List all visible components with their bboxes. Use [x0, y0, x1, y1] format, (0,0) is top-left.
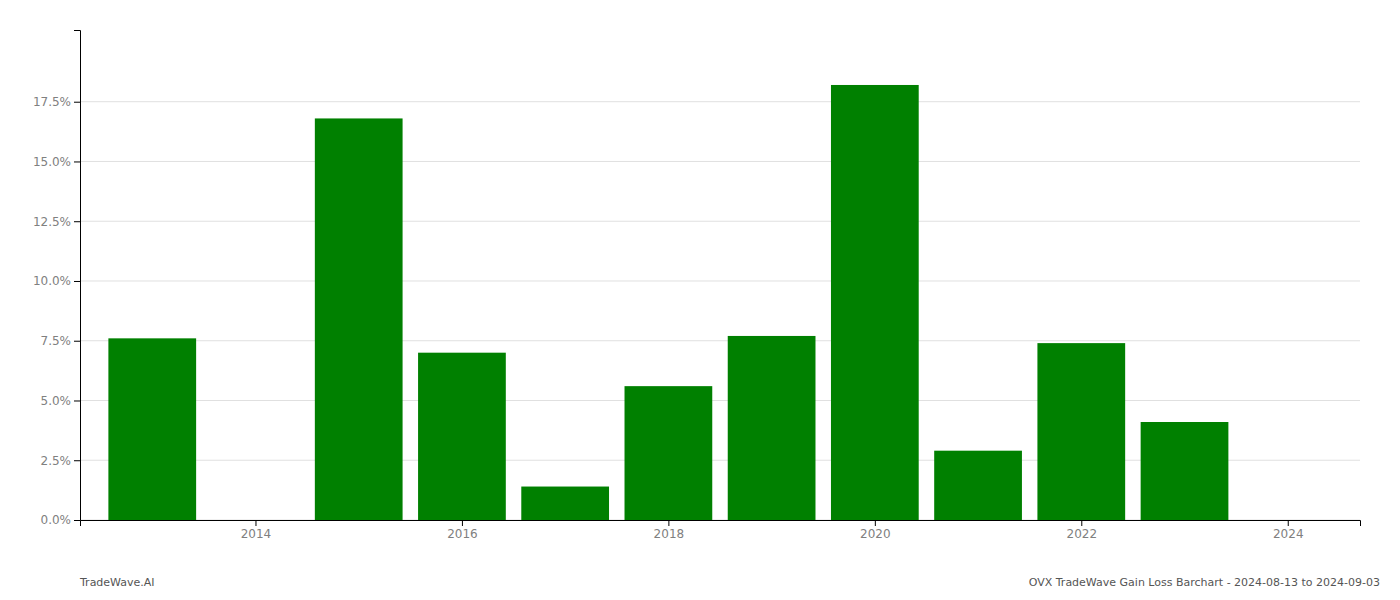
y-tick: 5.0%: [41, 394, 81, 408]
y-tick-label: 0.0%: [41, 513, 72, 527]
y-axis: 0.0% 2.5% 5.0% 7.5% 10.0% 12.5% 15.0% 17.5%: [33, 31, 81, 528]
y-tick: 15.0%: [33, 155, 80, 169]
annotation: OVX TradeWave Gain Loss Barchart - 2024-…: [1029, 576, 1380, 589]
y-tick: 17.5%: [33, 95, 80, 109]
y-tick-label: 5.0%: [41, 394, 72, 408]
x-tick: 2014: [241, 520, 272, 541]
x-tick: 2024: [1273, 520, 1304, 541]
annotation: TradeWave.AI: [79, 576, 155, 589]
bar: [831, 85, 919, 520]
y-tick-label: 10.0%: [33, 274, 71, 288]
y-tick: 12.5%: [33, 215, 80, 229]
y-tick: 0.0%: [41, 513, 81, 527]
x-tick-label: 2020: [860, 527, 891, 541]
x-tick-mark: [462, 520, 463, 526]
y-tick: 7.5%: [41, 334, 81, 348]
plot: 2014 2016 2018 2020 2022 2024 0.0% 2.5% 5.0% 7.5%…: [33, 31, 1361, 541]
y-tick-mark: [74, 400, 80, 401]
y-tick-mark: [74, 221, 80, 222]
x-tick-label: 2016: [447, 527, 478, 541]
x-axis: 2014 2016 2018 2020 2022 2024: [81, 520, 1361, 541]
bar: [315, 118, 403, 520]
y-tick-mark: [74, 460, 80, 461]
bar: [728, 336, 816, 520]
y-tick-mark: [74, 102, 80, 103]
x-tick: 2020: [860, 520, 891, 541]
grid-line: [80, 101, 1360, 102]
x-tick-label: 2024: [1273, 527, 1304, 541]
y-tick: 10.0%: [33, 274, 80, 288]
grid-line: [80, 161, 1360, 162]
x-tick-label: 2022: [1067, 527, 1098, 541]
x-tick: 2022: [1067, 520, 1098, 541]
x-tick-mark: [1081, 520, 1082, 526]
y-tick-mark: [74, 281, 80, 282]
bar: [625, 386, 713, 520]
bar: [1037, 343, 1125, 520]
y-tick-mark: [74, 341, 80, 342]
x-tick: 2018: [654, 520, 685, 541]
y-tick-label: 2.5%: [41, 454, 72, 468]
x-tick-mark: [1288, 520, 1289, 526]
x-tick-mark: [255, 520, 256, 526]
bar: [521, 487, 609, 520]
x-tick-mark: [875, 520, 876, 526]
grid-line: [80, 400, 1360, 401]
x-tick: 2016: [447, 520, 478, 541]
y-tick-mark: [74, 161, 80, 162]
bar: [1141, 422, 1229, 520]
bar: [418, 353, 506, 520]
bar: [934, 451, 1022, 520]
y-tick: 2.5%: [41, 454, 81, 468]
bars: [108, 85, 1228, 520]
grid-line: [80, 280, 1360, 281]
x-tick-label: 2014: [241, 527, 272, 541]
y-axis-line: [74, 31, 81, 521]
x-axis-line: [81, 521, 1361, 527]
y-tick-mark: [74, 520, 80, 521]
annotations: TradeWave.AI OVX TradeWave Gain Loss Barc…: [79, 576, 1380, 589]
chart: 2014 2016 2018 2020 2022 2024 0.0% 2.5% 5.0% 7.5%…: [0, 0, 1400, 600]
y-tick-label: 15.0%: [33, 155, 71, 169]
y-tick-label: 12.5%: [33, 215, 71, 229]
grid: [80, 102, 1360, 520]
grid-line: [80, 221, 1360, 222]
x-tick-mark: [668, 520, 669, 526]
grid-line: [80, 340, 1360, 341]
y-tick-label: 17.5%: [33, 95, 71, 109]
y-tick-label: 7.5%: [41, 334, 72, 348]
x-tick-label: 2018: [654, 527, 685, 541]
bar: [108, 338, 196, 520]
